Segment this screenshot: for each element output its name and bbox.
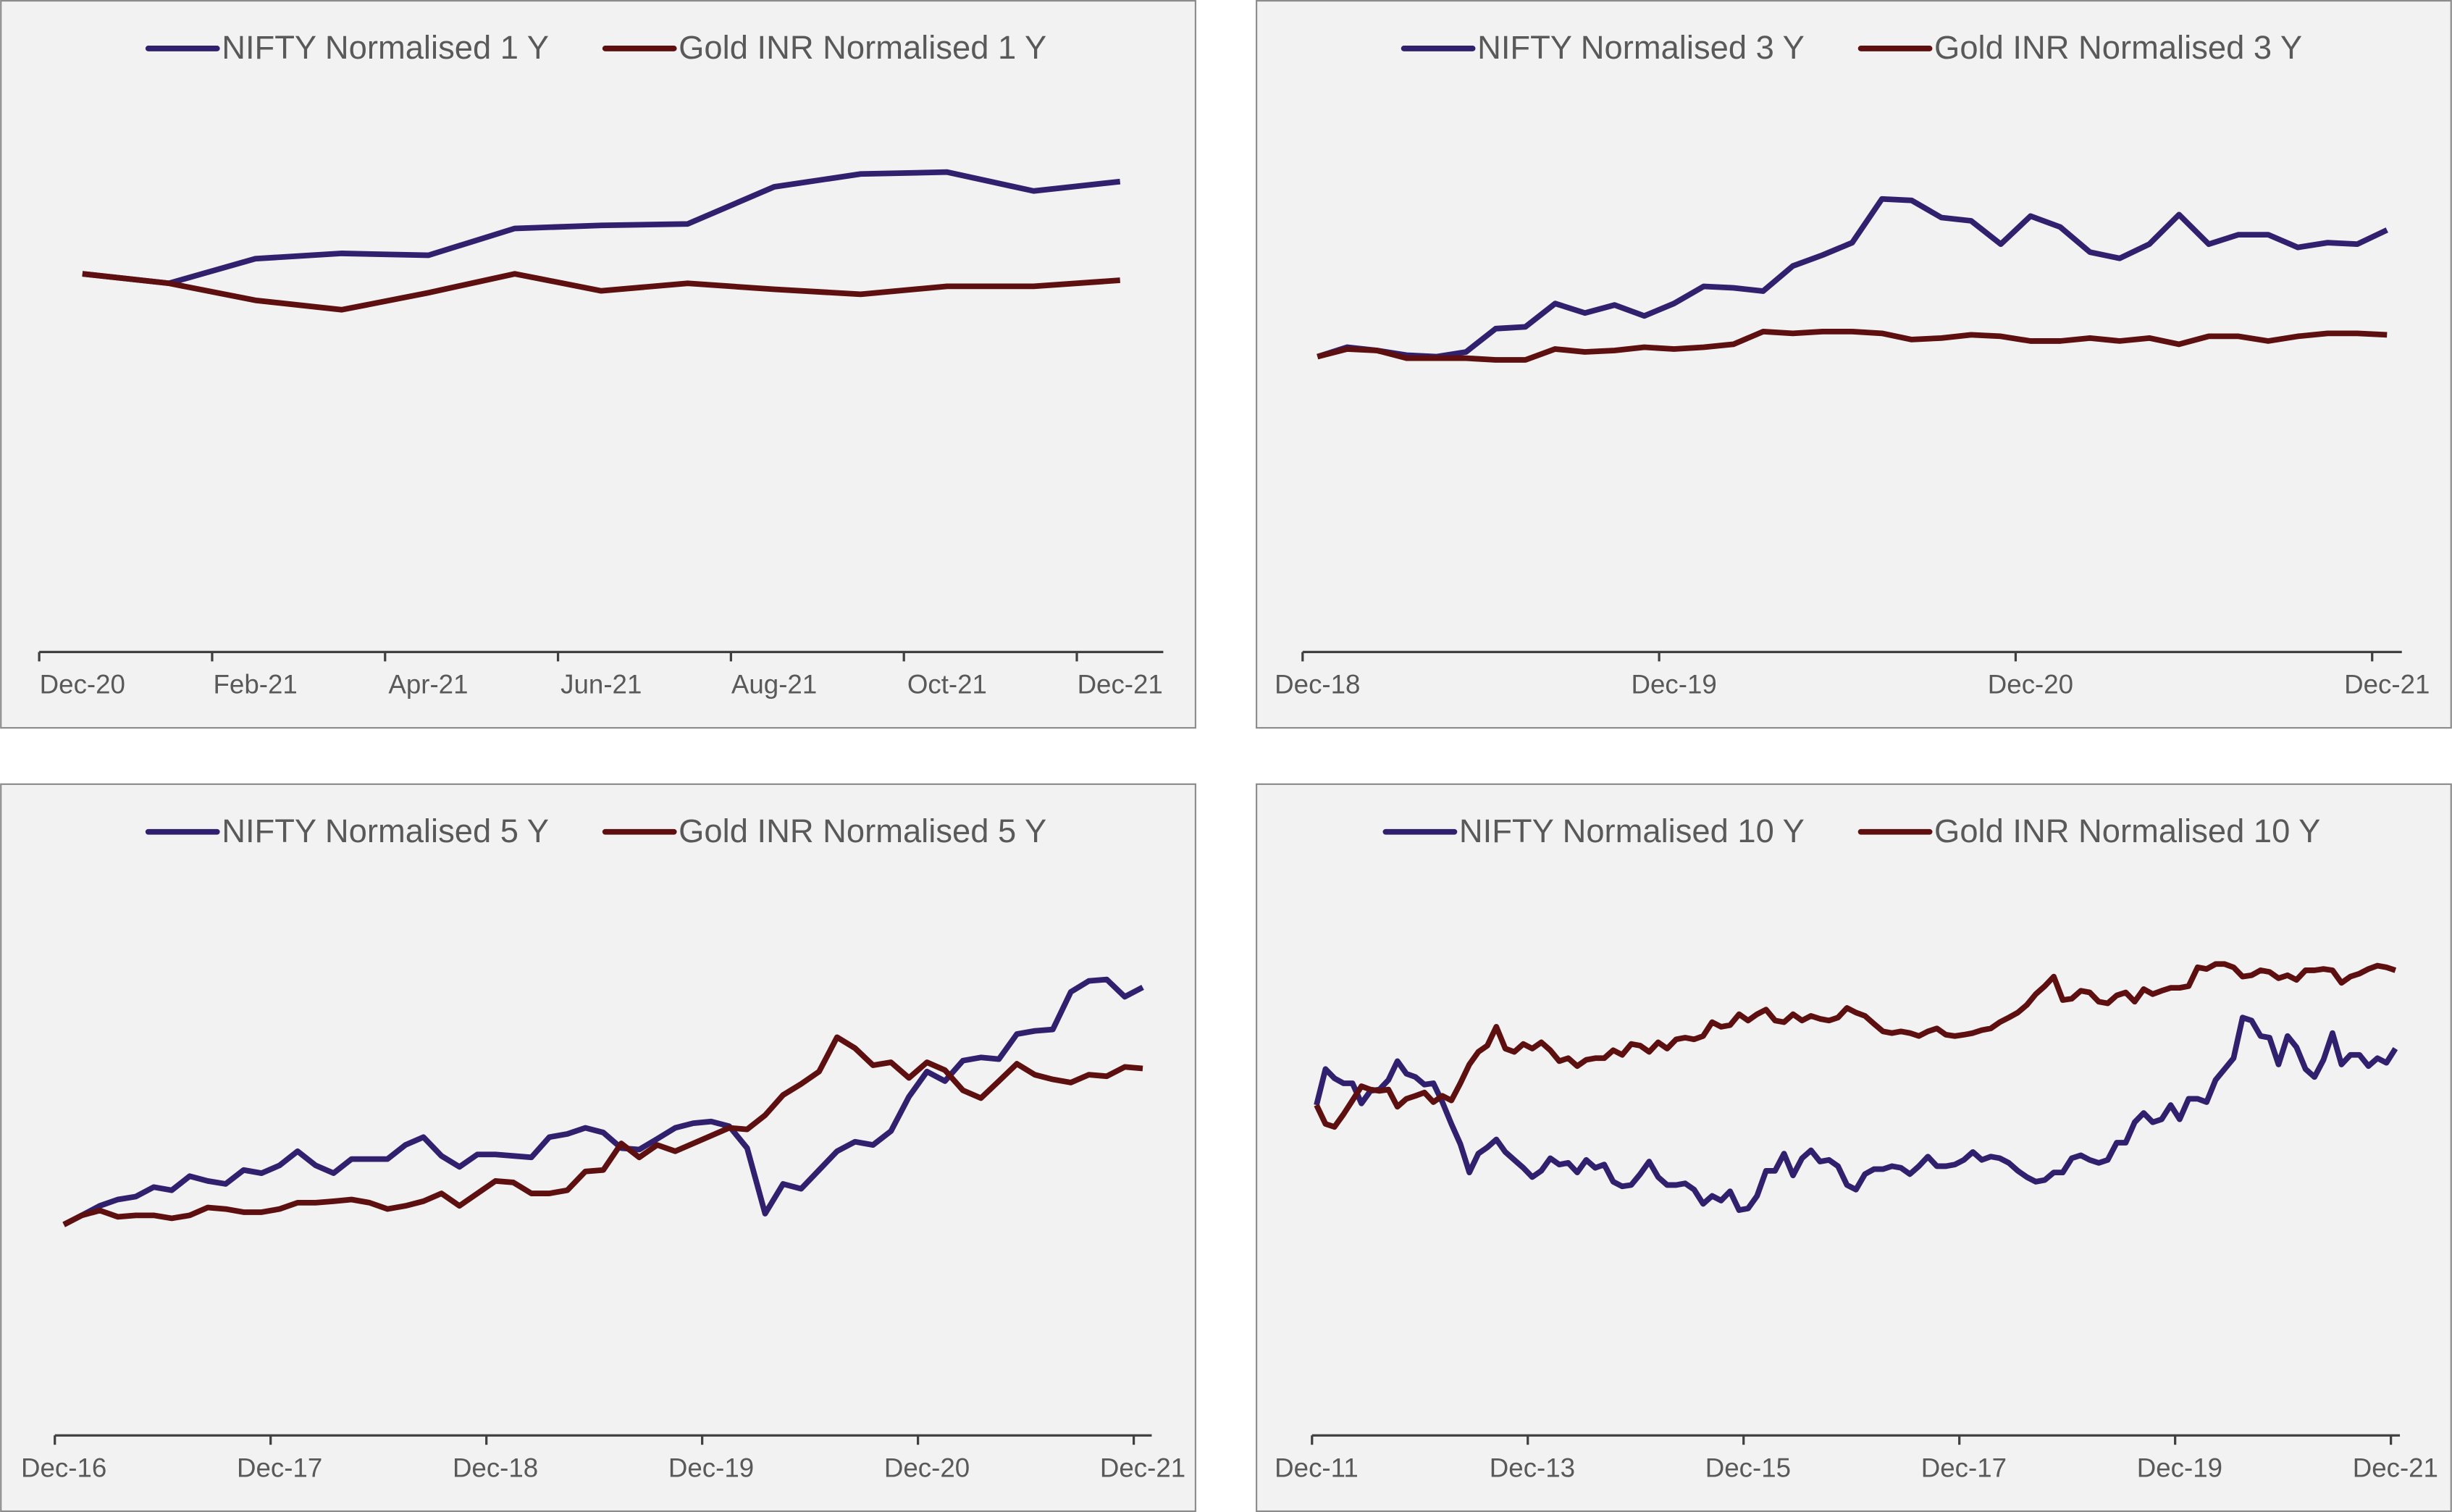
x-tick-label: Dec-21 <box>2344 670 2430 700</box>
legend-label: Gold INR Normalised 5 Y <box>679 812 1046 849</box>
data-line <box>62 976 1144 1227</box>
legend-label: NIFTY Normalised 10 Y <box>1459 812 1805 849</box>
data-line <box>1314 961 2397 1130</box>
x-tick-label: Dec-19 <box>2137 1453 2222 1482</box>
x-tick-label: Jun-21 <box>560 670 642 700</box>
legend-label: NIFTY Normalised 1 Y <box>222 29 549 66</box>
legend-label: NIFTY Normalised 5 Y <box>222 812 549 849</box>
legend-item: Gold INR Normalised 5 Y <box>602 812 1046 849</box>
panel-background <box>1256 0 2452 729</box>
x-tick-label: Dec-16 <box>21 1453 106 1482</box>
x-tick-label: Apr-21 <box>388 670 468 700</box>
x-tick-label: Dec-20 <box>1988 670 2073 700</box>
data-line <box>82 169 1121 287</box>
x-tick-label: Dec-20 <box>40 670 125 700</box>
x-tick-label: Oct-21 <box>907 670 987 700</box>
x-tick-label: Dec-18 <box>453 1453 538 1482</box>
legend-label: Gold INR Normalised 1 Y <box>679 29 1046 66</box>
chart-panel: Dec-11 Dec-13 Dec-15 Dec-17 Dec-19 Dec-21 NIFT… <box>1256 783 2452 1512</box>
chart-panel: Dec-20 Feb-21 Apr-21 Jun-21 Aug-21 Oct-21 Dec-… <box>0 0 1196 729</box>
x-tick-label: Dec-21 <box>2353 1453 2438 1482</box>
data-line <box>1314 1015 2398 1213</box>
x-tick-label: Dec-21 <box>1100 1453 1185 1482</box>
data-line <box>82 271 1120 313</box>
legend-item: Gold INR Normalised 3 Y <box>1857 29 2302 66</box>
panel-background <box>0 0 1196 729</box>
data-line <box>62 1034 1143 1227</box>
legend-label: Gold INR Normalised 3 Y <box>1934 29 2302 66</box>
chart-panel: Dec-16 Dec-17 Dec-18 Dec-19 Dec-20 Dec-21 NIFT… <box>0 783 1196 1512</box>
legend-item: Gold INR Normalised 1 Y <box>602 29 1046 66</box>
x-tick-label: Aug-21 <box>731 670 817 700</box>
x-tick-label: Dec-13 <box>1490 1453 1575 1482</box>
x-tick-label: Dec-19 <box>1631 670 1716 700</box>
data-line <box>1317 329 2388 363</box>
x-tick-label: Dec-19 <box>668 1453 754 1482</box>
x-tick-label: Dec-11 <box>1275 1453 1359 1482</box>
legend-item: Gold INR Normalised 10 Y <box>1857 812 2320 849</box>
panel-background <box>0 783 1196 1512</box>
chart-panel: Dec-18 Dec-19 Dec-20 Dec-21 NIFTY Normalised… <box>1256 0 2452 729</box>
legend-item: NIFTY Normalised 3 Y <box>1401 29 1805 66</box>
x-tick-label: Dec-17 <box>237 1453 322 1482</box>
x-tick-label: Dec-18 <box>1275 670 1360 700</box>
legend-label: Gold INR Normalised 10 Y <box>1934 812 2320 849</box>
legend-label: NIFTY Normalised 3 Y <box>1477 29 1805 66</box>
data-line <box>1317 196 2388 360</box>
x-tick-label: Dec-17 <box>1921 1453 2007 1482</box>
x-tick-label: Dec-20 <box>884 1453 970 1482</box>
legend-item: NIFTY Normalised 1 Y <box>145 29 549 66</box>
legend-item: NIFTY Normalised 10 Y <box>1382 812 1805 849</box>
x-tick-label: Dec-21 <box>1078 670 1163 700</box>
legend-item: NIFTY Normalised 5 Y <box>145 812 549 849</box>
x-tick-label: Dec-15 <box>1705 1453 1791 1482</box>
x-tick-label: Feb-21 <box>214 670 298 700</box>
panel-background <box>1256 783 2452 1512</box>
